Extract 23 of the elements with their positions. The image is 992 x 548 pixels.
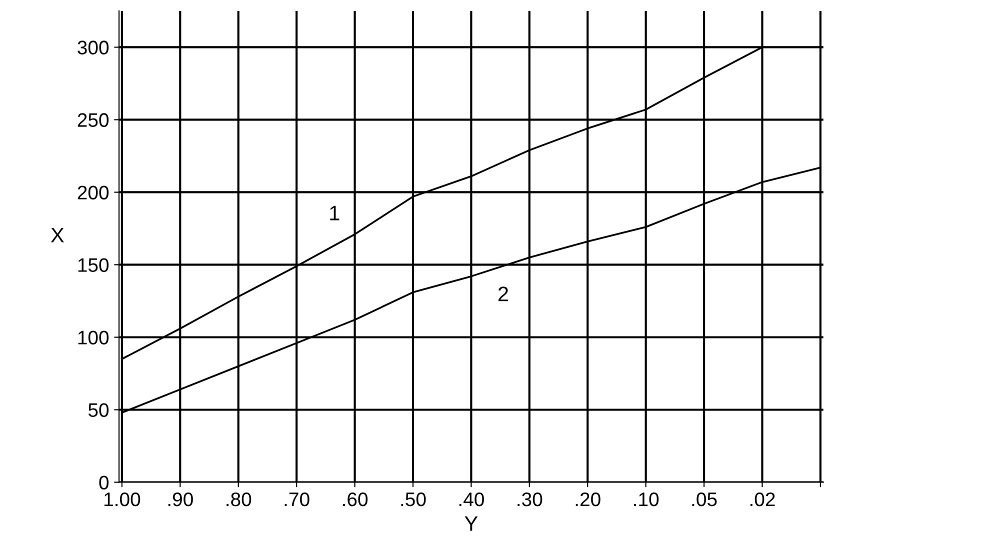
x-tick-label: .60 bbox=[343, 492, 368, 506]
x-tick-label: .30 bbox=[518, 492, 542, 506]
x-tick-label: .80 bbox=[226, 492, 252, 506]
x-tick-label: .10 bbox=[634, 492, 659, 506]
series-label: 1 bbox=[330, 206, 340, 220]
y-tick-label: 100 bbox=[78, 330, 109, 344]
y-axis-title: X bbox=[50, 228, 64, 242]
y-tick-label: 150 bbox=[78, 258, 109, 272]
x-tick-label: 1.00 bbox=[104, 492, 140, 506]
series-label: 2 bbox=[498, 286, 508, 302]
x-tick-label: .02 bbox=[750, 492, 775, 506]
y-tick-label: 50 bbox=[88, 403, 109, 417]
x-tick-label: .70 bbox=[284, 492, 310, 506]
y-tick-label: 200 bbox=[78, 186, 109, 200]
y-tick-label: 0 bbox=[99, 476, 109, 490]
x-tick-label: .40 bbox=[459, 492, 484, 506]
y-tick-label: 250 bbox=[78, 113, 109, 127]
x-tick-label: .50 bbox=[401, 492, 426, 506]
y-tick-label: 300 bbox=[78, 40, 109, 54]
x-tick-label: .90 bbox=[168, 492, 193, 506]
x-axis-title: Y bbox=[464, 516, 478, 531]
x-tick-label: .05 bbox=[692, 492, 717, 506]
x-tick-label: .20 bbox=[576, 492, 600, 506]
